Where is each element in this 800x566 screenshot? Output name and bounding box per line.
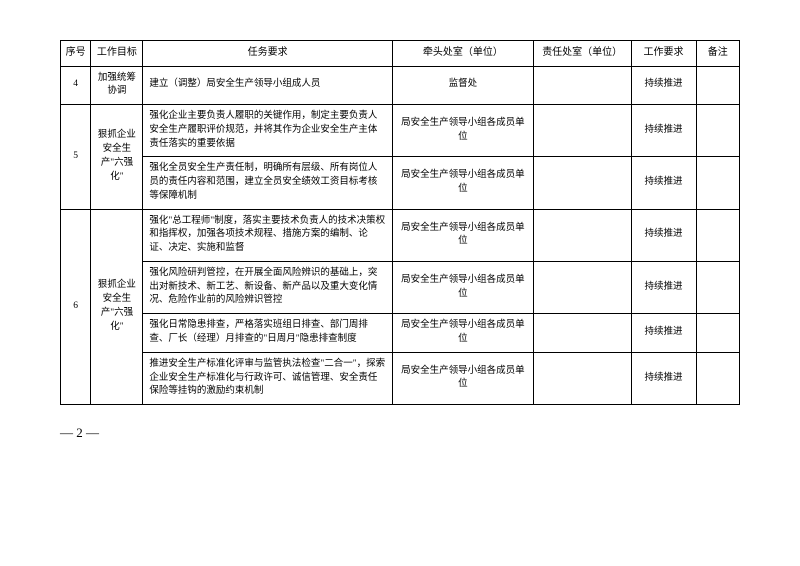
table-row: 强化全员安全生产责任制，明确所有层级、所有岗位人员的责任内容和范围，建立全员安全…	[61, 157, 740, 209]
cell-lead: 监督处	[392, 66, 533, 105]
header-lead: 牵头处室（单位）	[392, 41, 533, 67]
cell-task: 强化日常隐患排查，严格落实班组日排查、部门周排查、厂长（经理）月排查的"日周月"…	[143, 314, 392, 353]
cell-lead: 局安全生产领导小组各成员单位	[392, 105, 533, 157]
header-resp: 责任处室（单位）	[533, 41, 631, 67]
cell-req: 持续推进	[631, 66, 696, 105]
cell-req: 持续推进	[631, 105, 696, 157]
cell-task: 强化风险研判管控，在开展全面风险辨识的基础上，突出对新技术、新工艺、新设备、新产…	[143, 261, 392, 313]
table-row: 4 加强统筹协调 建立（调整）局安全生产领导小组成人员 监督处 持续推进	[61, 66, 740, 105]
cell-note	[696, 314, 739, 353]
table-row: 5 狠抓企业安全生产"六强化" 强化企业主要负责人履职的关键作用，制定主要负责人…	[61, 105, 740, 157]
header-task: 任务要求	[143, 41, 392, 67]
cell-lead: 局安全生产领导小组各成员单位	[392, 314, 533, 353]
cell-resp	[533, 209, 631, 261]
cell-resp	[533, 314, 631, 353]
cell-resp	[533, 157, 631, 209]
cell-note	[696, 209, 739, 261]
cell-num: 5	[61, 105, 91, 210]
cell-task: 推进安全生产标准化评审与监管执法检查"二合一"，探索企业安全生产标准化与行政许可…	[143, 352, 392, 404]
cell-lead: 局安全生产领导小组各成员单位	[392, 352, 533, 404]
cell-num: 4	[61, 66, 91, 105]
cell-task: 强化全员安全生产责任制，明确所有层级、所有岗位人员的责任内容和范围，建立全员安全…	[143, 157, 392, 209]
cell-resp	[533, 105, 631, 157]
cell-resp	[533, 66, 631, 105]
cell-goal: 狠抓企业安全生产"六强化"	[91, 105, 143, 210]
cell-num: 6	[61, 209, 91, 404]
header-row: 序号 工作目标 任务要求 牵头处室（单位） 责任处室（单位） 工作要求 备注	[61, 41, 740, 67]
header-goal: 工作目标	[91, 41, 143, 67]
cell-note	[696, 105, 739, 157]
cell-resp	[533, 261, 631, 313]
cell-goal: 加强统筹协调	[91, 66, 143, 105]
cell-task: 强化"总工程师"制度，落实主要技术负责人的技术决策权和指挥权，加强各项技术规程、…	[143, 209, 392, 261]
cell-note	[696, 157, 739, 209]
cell-lead: 局安全生产领导小组各成员单位	[392, 157, 533, 209]
page-number: — 2 —	[60, 425, 740, 441]
table-row: 强化日常隐患排查，严格落实班组日排查、部门周排查、厂长（经理）月排查的"日周月"…	[61, 314, 740, 353]
header-num: 序号	[61, 41, 91, 67]
cell-goal: 狠抓企业安全生产"六强化"	[91, 209, 143, 404]
table-row: 强化风险研判管控，在开展全面风险辨识的基础上，突出对新技术、新工艺、新设备、新产…	[61, 261, 740, 313]
cell-req: 持续推进	[631, 352, 696, 404]
cell-lead: 局安全生产领导小组各成员单位	[392, 261, 533, 313]
header-note: 备注	[696, 41, 739, 67]
cell-note	[696, 66, 739, 105]
header-req: 工作要求	[631, 41, 696, 67]
cell-req: 持续推进	[631, 157, 696, 209]
table-row: 6 狠抓企业安全生产"六强化" 强化"总工程师"制度，落实主要技术负责人的技术决…	[61, 209, 740, 261]
cell-req: 持续推进	[631, 261, 696, 313]
table-row: 推进安全生产标准化评审与监管执法检查"二合一"，探索企业安全生产标准化与行政许可…	[61, 352, 740, 404]
cell-req: 持续推进	[631, 209, 696, 261]
cell-lead: 局安全生产领导小组各成员单位	[392, 209, 533, 261]
cell-task: 强化企业主要负责人履职的关键作用，制定主要负责人安全生产履职评价规范，并将其作为…	[143, 105, 392, 157]
cell-resp	[533, 352, 631, 404]
main-table: 序号 工作目标 任务要求 牵头处室（单位） 责任处室（单位） 工作要求 备注 4…	[60, 40, 740, 405]
cell-req: 持续推进	[631, 314, 696, 353]
cell-note	[696, 261, 739, 313]
cell-task: 建立（调整）局安全生产领导小组成人员	[143, 66, 392, 105]
cell-note	[696, 352, 739, 404]
